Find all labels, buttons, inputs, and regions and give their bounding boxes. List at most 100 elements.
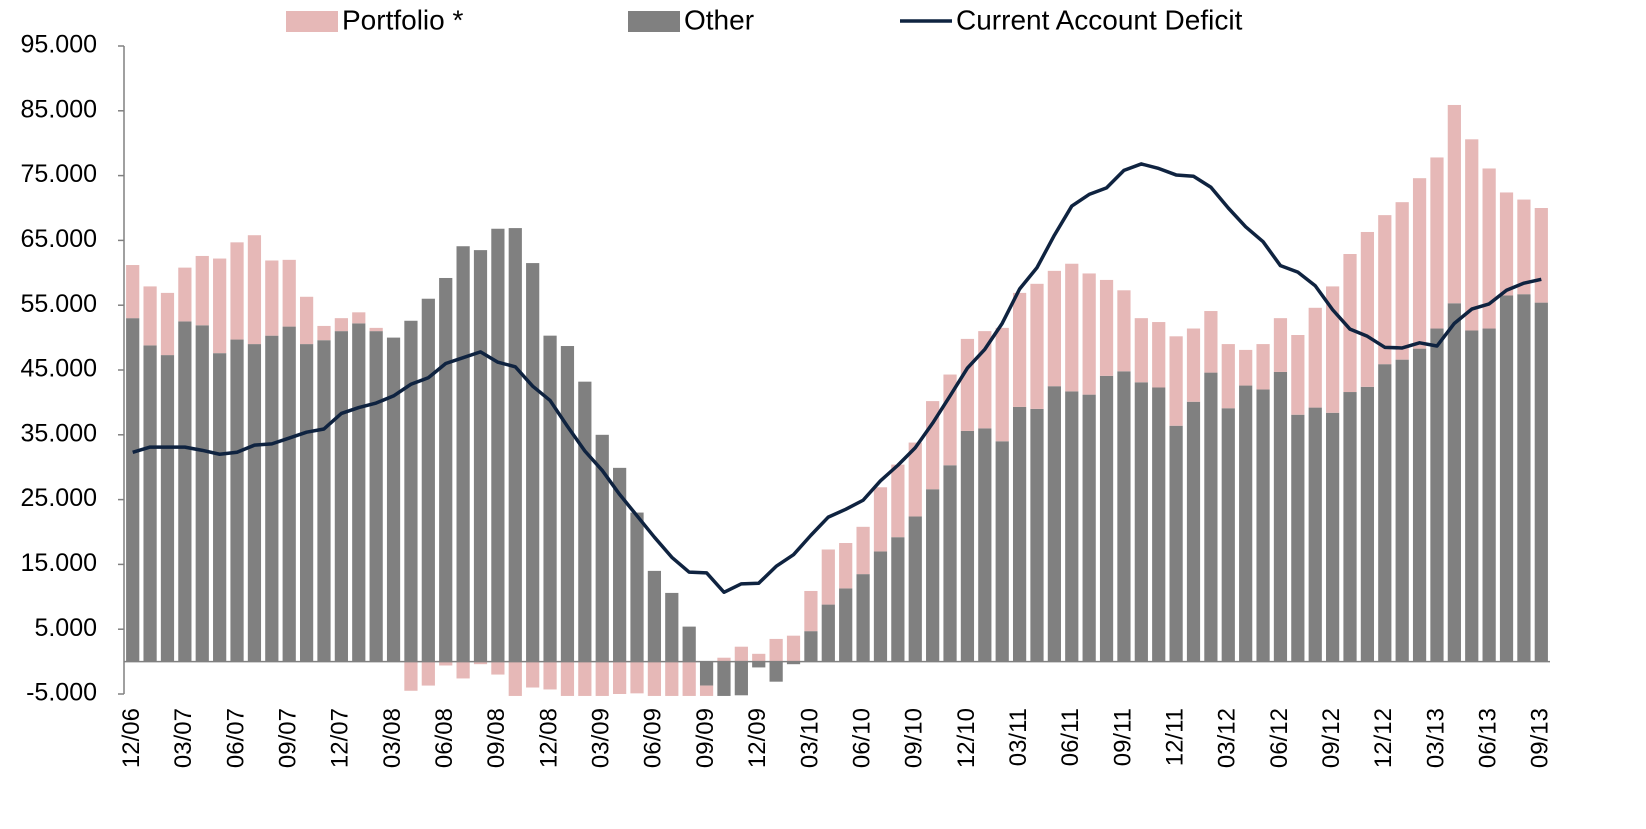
legend-label: Current Account Deficit xyxy=(956,4,1243,35)
bar xyxy=(1239,385,1253,662)
x-tick-label: 12/08 xyxy=(535,708,562,768)
bar xyxy=(630,661,644,694)
bar xyxy=(665,661,679,696)
bar xyxy=(995,441,1009,662)
bar xyxy=(1360,231,1375,387)
bar xyxy=(143,286,157,346)
bar xyxy=(1256,344,1270,390)
x-tick-label: 03/12 xyxy=(1214,708,1241,768)
x-tick-label: 03/09 xyxy=(588,708,615,768)
bar xyxy=(456,246,470,662)
y-tick-label: 85.000 xyxy=(21,95,97,123)
bar xyxy=(1482,328,1496,662)
bar xyxy=(195,325,209,662)
bar xyxy=(1273,371,1288,662)
bar xyxy=(734,661,748,696)
bar xyxy=(1012,406,1027,662)
bar xyxy=(891,464,905,538)
y-tick-label: 75.000 xyxy=(21,160,97,188)
y-tick-label: 5.000 xyxy=(34,614,97,642)
bar xyxy=(1221,408,1235,662)
bar xyxy=(1378,364,1392,662)
bar xyxy=(508,228,522,662)
bar xyxy=(247,344,262,662)
x-tick-label: 09/09 xyxy=(692,708,719,768)
x-tick-label: 03/13 xyxy=(1422,708,1449,768)
bar xyxy=(473,250,488,662)
y-tick-label: 45.000 xyxy=(21,355,97,383)
x-tick-label: 09/13 xyxy=(1527,708,1554,768)
bar xyxy=(526,263,540,662)
bar xyxy=(856,526,870,575)
bar xyxy=(717,661,731,696)
bar xyxy=(682,626,696,662)
bar xyxy=(1291,414,1305,662)
legend-label: Portfolio * xyxy=(342,4,463,35)
bar xyxy=(560,661,575,696)
bar xyxy=(526,661,540,688)
bar xyxy=(126,265,140,319)
bar xyxy=(1065,391,1079,662)
x-tick-label: 12/09 xyxy=(744,708,771,768)
bar xyxy=(1256,389,1270,662)
bar xyxy=(873,487,888,552)
bar xyxy=(195,255,209,326)
bar xyxy=(247,235,262,345)
bar xyxy=(1465,330,1479,662)
bar xyxy=(804,631,818,662)
bar xyxy=(786,661,801,665)
bar xyxy=(439,661,453,666)
bar xyxy=(299,344,314,662)
bar xyxy=(317,325,331,341)
bar xyxy=(1378,215,1392,365)
x-tick-label: 06/10 xyxy=(848,708,875,768)
bar xyxy=(1204,311,1218,373)
bar xyxy=(960,430,975,662)
x-tick-label: 09/08 xyxy=(483,708,510,768)
bar xyxy=(699,685,714,696)
bar xyxy=(873,551,888,662)
bar xyxy=(1082,273,1096,395)
bar xyxy=(421,298,435,662)
bar xyxy=(995,327,1009,442)
x-tick-label: 03/11 xyxy=(1005,708,1032,766)
bar xyxy=(543,661,557,690)
bar xyxy=(178,321,192,662)
bar xyxy=(1534,208,1548,303)
bar xyxy=(1447,104,1461,304)
y-tick-label: 95.000 xyxy=(21,31,97,59)
bar xyxy=(926,489,940,662)
bar xyxy=(265,260,279,336)
bar xyxy=(1065,263,1079,392)
x-tick-label: 09/12 xyxy=(1318,708,1345,768)
bar xyxy=(213,258,227,354)
bar xyxy=(421,661,435,686)
bar xyxy=(786,635,801,662)
bar xyxy=(317,340,331,662)
bar xyxy=(160,355,175,662)
bar xyxy=(804,590,818,632)
bar xyxy=(230,242,244,340)
bar xyxy=(1447,303,1461,662)
bar xyxy=(1186,401,1201,662)
bar xyxy=(908,442,922,517)
bar xyxy=(1117,371,1131,662)
bar xyxy=(1047,386,1061,662)
bar xyxy=(178,267,192,322)
bar xyxy=(613,467,627,662)
bar xyxy=(1273,318,1288,372)
bar xyxy=(1134,318,1148,383)
bar xyxy=(839,543,853,589)
bar xyxy=(1343,392,1357,662)
legend-swatch xyxy=(286,11,338,32)
bar xyxy=(1395,202,1409,360)
bar xyxy=(752,661,766,668)
y-tick-label: -5.000 xyxy=(26,679,97,707)
bar xyxy=(578,661,592,696)
bar xyxy=(1308,407,1322,662)
bar xyxy=(630,512,644,662)
bar xyxy=(578,381,592,662)
bar xyxy=(1239,349,1253,386)
bar xyxy=(1482,168,1496,329)
